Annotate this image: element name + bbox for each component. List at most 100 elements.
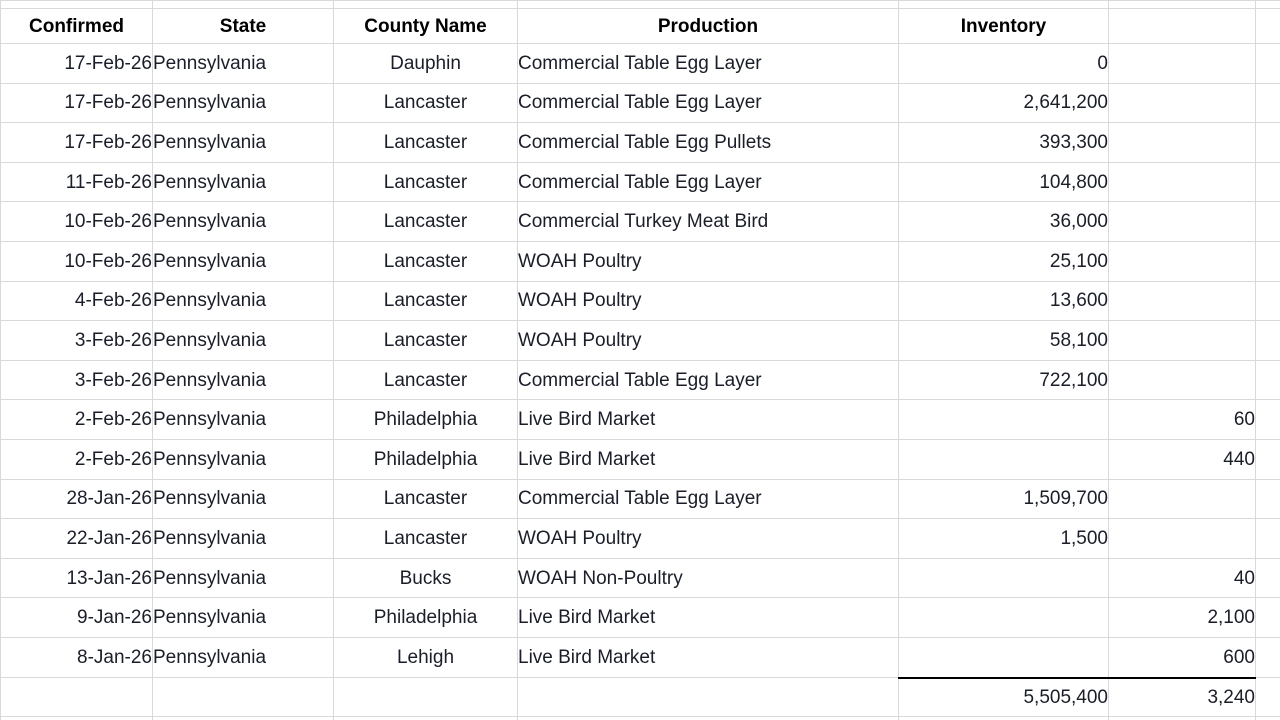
- cell-inventory[interactable]: [898, 636, 1109, 679]
- cell-county[interactable]: Lancaster: [333, 161, 518, 203]
- cell-production[interactable]: Commercial Turkey Meat Bird: [517, 201, 899, 242]
- cell-inventory[interactable]: 104,800: [898, 161, 1109, 203]
- cell-confirmed[interactable]: 10-Feb-26: [0, 240, 153, 282]
- cell-county[interactable]: Philadelphia: [333, 399, 518, 440]
- cell-count[interactable]: [1108, 122, 1256, 163]
- cell-production[interactable]: WOAH Poultry: [517, 518, 899, 559]
- cell-empty[interactable]: [898, 715, 1109, 720]
- header-inventory[interactable]: Inventory: [898, 8, 1109, 44]
- cell-confirmed[interactable]: 4-Feb-26: [0, 280, 153, 322]
- cell-county[interactable]: Lancaster: [333, 359, 518, 401]
- cell-inventory[interactable]: [898, 557, 1109, 599]
- cell-empty[interactable]: [1255, 0, 1280, 9]
- cell-state[interactable]: Pennsylvania: [152, 359, 334, 401]
- cell-confirmed[interactable]: 17-Feb-26: [0, 122, 153, 163]
- cell-count[interactable]: 2,100: [1108, 597, 1256, 638]
- cell-count[interactable]: [1108, 359, 1256, 401]
- cell-state[interactable]: Pennsylvania: [152, 320, 334, 361]
- cell-empty[interactable]: [1255, 280, 1280, 322]
- cell-empty[interactable]: [1255, 399, 1280, 440]
- cell-confirmed[interactable]: 9-Jan-26: [0, 597, 153, 638]
- cell-inventory[interactable]: 58,100: [898, 320, 1109, 361]
- cell-count[interactable]: 40: [1108, 557, 1256, 599]
- cell-empty[interactable]: [152, 715, 334, 720]
- cell-empty[interactable]: [1255, 478, 1280, 520]
- cell-empty[interactable]: [517, 715, 899, 720]
- cell-county[interactable]: Lancaster: [333, 240, 518, 282]
- cell-count[interactable]: 600: [1108, 636, 1256, 679]
- cell-state[interactable]: Pennsylvania: [152, 597, 334, 638]
- cell-inventory-total[interactable]: 5,505,400: [898, 676, 1109, 717]
- cell-county[interactable]: Lancaster: [333, 478, 518, 520]
- cell-state[interactable]: Pennsylvania: [152, 122, 334, 163]
- cell-empty[interactable]: [333, 715, 518, 720]
- cell-inventory[interactable]: 25,100: [898, 240, 1109, 282]
- cell-state[interactable]: Pennsylvania: [152, 201, 334, 242]
- cell-count[interactable]: [1108, 201, 1256, 242]
- cell-empty[interactable]: [1255, 557, 1280, 599]
- cell-county[interactable]: Lancaster: [333, 320, 518, 361]
- cell-confirmed[interactable]: 13-Jan-26: [0, 557, 153, 599]
- cell-confirmed[interactable]: 3-Feb-26: [0, 320, 153, 361]
- cell-count[interactable]: 60: [1108, 399, 1256, 440]
- cell-production[interactable]: Commercial Table Egg Layer: [517, 82, 899, 124]
- cell-production[interactable]: Commercial Table Egg Pullets: [517, 122, 899, 163]
- cell-inventory[interactable]: [898, 438, 1109, 480]
- cell-empty[interactable]: [333, 0, 518, 9]
- cell-count[interactable]: 440: [1108, 438, 1256, 480]
- cell-inventory[interactable]: 2,641,200: [898, 82, 1109, 124]
- cell-empty[interactable]: [333, 677, 518, 717]
- cell-count[interactable]: [1108, 320, 1256, 361]
- cell-production[interactable]: Live Bird Market: [517, 399, 899, 440]
- cell-confirmed[interactable]: 28-Jan-26: [0, 478, 153, 520]
- cell-county[interactable]: Philadelphia: [333, 597, 518, 638]
- cell-empty[interactable]: [0, 0, 153, 9]
- cell-production[interactable]: Commercial Table Egg Layer: [517, 43, 899, 84]
- cell-state[interactable]: Pennsylvania: [152, 478, 334, 520]
- cell-production[interactable]: Commercial Table Egg Layer: [517, 478, 899, 520]
- cell-production[interactable]: Live Bird Market: [517, 597, 899, 638]
- cell-production[interactable]: WOAH Poultry: [517, 280, 899, 322]
- cell-count[interactable]: [1108, 240, 1256, 282]
- cell-empty[interactable]: [517, 677, 899, 717]
- cell-state[interactable]: Pennsylvania: [152, 399, 334, 440]
- cell-empty[interactable]: [152, 677, 334, 717]
- cell-count[interactable]: [1108, 82, 1256, 124]
- cell-inventory[interactable]: [898, 597, 1109, 638]
- header-production[interactable]: Production: [517, 8, 899, 44]
- cell-inventory[interactable]: [898, 399, 1109, 440]
- cell-confirmed[interactable]: 22-Jan-26: [0, 518, 153, 559]
- cell-empty[interactable]: [898, 0, 1109, 9]
- cell-count[interactable]: [1108, 478, 1256, 520]
- cell-county[interactable]: Dauphin: [333, 43, 518, 84]
- cell-inventory[interactable]: 1,509,700: [898, 478, 1109, 520]
- cell-confirmed[interactable]: 10-Feb-26: [0, 201, 153, 242]
- cell-empty[interactable]: [1108, 715, 1256, 720]
- cell-inventory[interactable]: 36,000: [898, 201, 1109, 242]
- cell-production[interactable]: Commercial Table Egg Layer: [517, 359, 899, 401]
- cell-state[interactable]: Pennsylvania: [152, 280, 334, 322]
- header-blank[interactable]: [1108, 8, 1256, 44]
- cell-inventory[interactable]: 722,100: [898, 359, 1109, 401]
- header-blank[interactable]: [1255, 8, 1280, 44]
- cell-count[interactable]: [1108, 518, 1256, 559]
- cell-confirmed[interactable]: 17-Feb-26: [0, 43, 153, 84]
- cell-production[interactable]: WOAH Poultry: [517, 240, 899, 282]
- cell-state[interactable]: Pennsylvania: [152, 82, 334, 124]
- cell-confirmed[interactable]: 11-Feb-26: [0, 161, 153, 203]
- cell-county[interactable]: Philadelphia: [333, 438, 518, 480]
- cell-empty[interactable]: [1255, 201, 1280, 242]
- cell-empty[interactable]: [1255, 43, 1280, 84]
- cell-state[interactable]: Pennsylvania: [152, 518, 334, 559]
- cell-empty[interactable]: [1108, 0, 1256, 9]
- cell-empty[interactable]: [1255, 161, 1280, 203]
- cell-production[interactable]: Commercial Table Egg Layer: [517, 161, 899, 203]
- cell-empty[interactable]: [1255, 320, 1280, 361]
- cell-empty[interactable]: [1255, 438, 1280, 480]
- cell-state[interactable]: Pennsylvania: [152, 43, 334, 84]
- cell-inventory[interactable]: 13,600: [898, 280, 1109, 322]
- cell-county[interactable]: Lancaster: [333, 201, 518, 242]
- header-confirmed[interactable]: Confirmed: [0, 8, 153, 44]
- cell-county[interactable]: Lancaster: [333, 122, 518, 163]
- cell-count[interactable]: [1108, 161, 1256, 203]
